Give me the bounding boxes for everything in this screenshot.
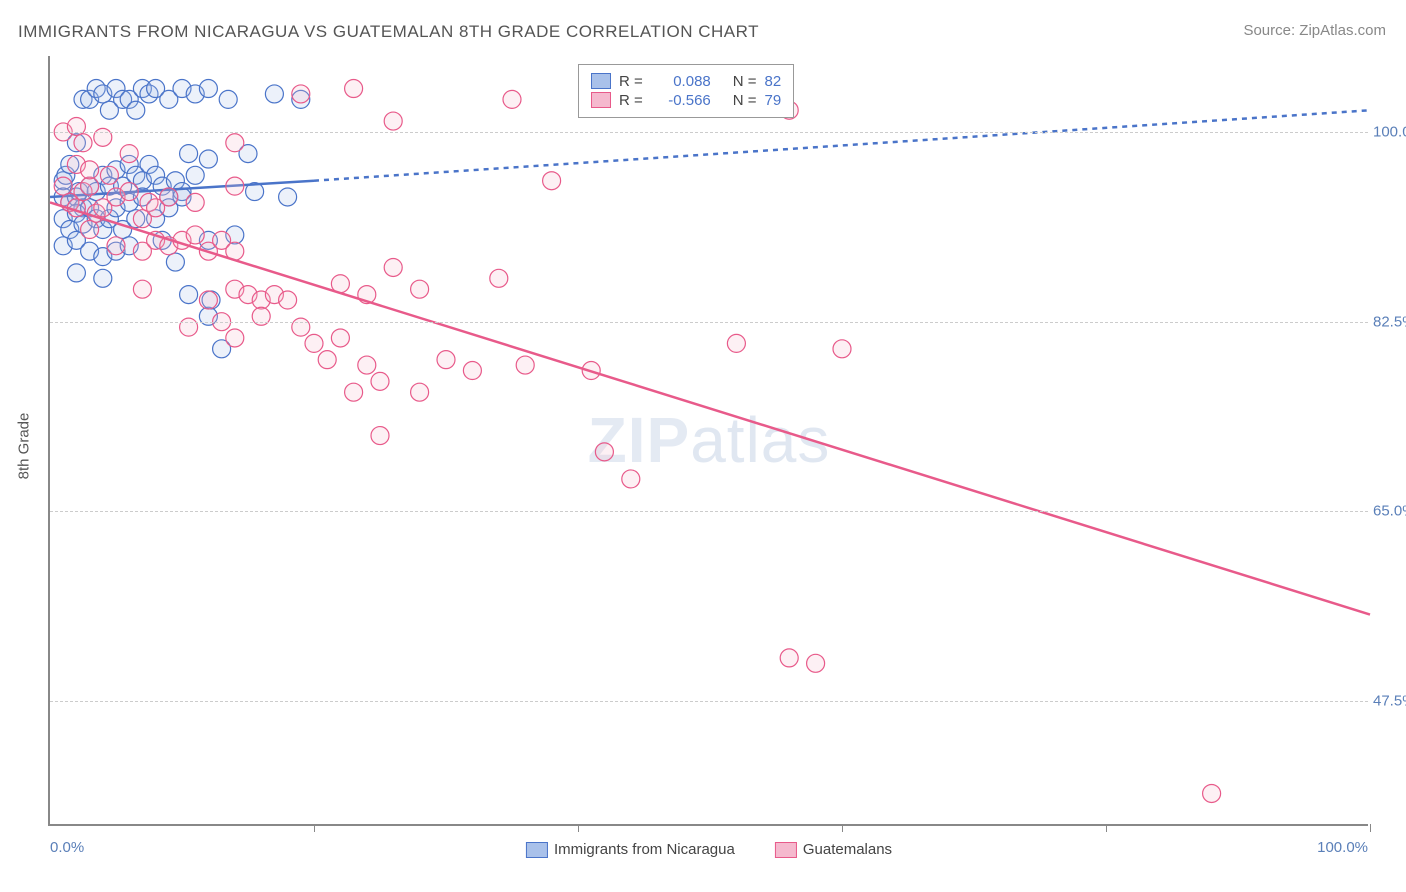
series-legend-item: Immigrants from Nicaragua: [526, 841, 735, 858]
data-point: [199, 291, 217, 309]
data-point: [199, 80, 217, 98]
data-point: [384, 112, 402, 130]
data-point: [265, 85, 283, 103]
data-point: [543, 172, 561, 190]
data-point: [437, 351, 455, 369]
data-point: [74, 134, 92, 152]
data-point: [186, 166, 204, 184]
legend-swatch: [775, 842, 797, 858]
data-point: [160, 188, 178, 206]
legend-swatch: [526, 842, 548, 858]
data-point: [81, 161, 99, 179]
data-point: [318, 351, 336, 369]
r-value: -0.566: [651, 92, 711, 109]
n-label: N =: [733, 92, 757, 109]
data-point: [279, 188, 297, 206]
data-point: [384, 258, 402, 276]
data-point: [503, 90, 521, 108]
data-point: [1203, 784, 1221, 802]
y-tick-label: 47.5%: [1373, 693, 1406, 710]
data-point: [305, 334, 323, 352]
data-point: [94, 269, 112, 287]
y-tick-label: 100.0%: [1373, 123, 1406, 140]
n-value: 82: [765, 73, 782, 90]
data-point: [54, 177, 72, 195]
data-point: [516, 356, 534, 374]
data-point: [490, 269, 508, 287]
data-point: [180, 145, 198, 163]
data-point: [199, 150, 217, 168]
data-point: [120, 145, 138, 163]
n-label: N =: [733, 73, 757, 90]
y-tick-label: 65.0%: [1373, 503, 1406, 520]
data-point: [292, 85, 310, 103]
data-point: [180, 286, 198, 304]
legend-swatch: [591, 73, 611, 89]
data-point: [107, 237, 125, 255]
data-point: [780, 649, 798, 667]
series-label: Immigrants from Nicaragua: [554, 841, 735, 858]
data-point: [81, 177, 99, 195]
y-axis-label: 8th Grade: [16, 413, 33, 480]
series-legend-item: Guatemalans: [775, 841, 892, 858]
plot-area: ZIPatlas R = 0.088 N = 82 R = -0.566 N =…: [48, 56, 1368, 826]
data-point: [411, 280, 429, 298]
series-legend: Immigrants from Nicaragua Guatemalans: [526, 841, 892, 858]
chart-title: IMMIGRANTS FROM NICARAGUA VS GUATEMALAN …: [18, 22, 759, 42]
data-point: [120, 183, 138, 201]
data-point: [226, 177, 244, 195]
data-point: [219, 90, 237, 108]
r-label: R =: [619, 73, 643, 90]
data-point: [807, 654, 825, 672]
data-point: [833, 340, 851, 358]
data-point: [371, 427, 389, 445]
data-point: [595, 443, 613, 461]
data-point: [279, 291, 297, 309]
r-label: R =: [619, 92, 643, 109]
data-point: [622, 470, 640, 488]
trend-line: [50, 202, 1370, 614]
chart-canvas: [50, 56, 1368, 824]
data-point: [226, 134, 244, 152]
data-point: [81, 221, 99, 239]
data-point: [186, 226, 204, 244]
data-point: [727, 334, 745, 352]
legend-row: R = 0.088 N = 82: [591, 73, 781, 90]
data-point: [186, 193, 204, 211]
series-label: Guatemalans: [803, 841, 892, 858]
data-point: [463, 362, 481, 380]
data-point: [100, 166, 118, 184]
data-point: [67, 264, 85, 282]
legend-row: R = -0.566 N = 79: [591, 92, 781, 109]
data-point: [166, 253, 184, 271]
data-point: [331, 329, 349, 347]
data-point: [133, 280, 151, 298]
n-value: 79: [765, 92, 782, 109]
data-point: [358, 356, 376, 374]
y-tick-label: 82.5%: [1373, 313, 1406, 330]
data-point: [226, 329, 244, 347]
data-point: [371, 372, 389, 390]
source-attribution: Source: ZipAtlas.com: [1243, 22, 1386, 39]
x-axis-min-label: 0.0%: [50, 839, 84, 856]
r-value: 0.088: [651, 73, 711, 90]
correlation-legend: R = 0.088 N = 82 R = -0.566 N = 79: [578, 64, 794, 118]
x-axis-max-label: 100.0%: [1317, 839, 1368, 856]
data-point: [345, 383, 363, 401]
data-point: [411, 383, 429, 401]
data-point: [127, 101, 145, 119]
trend-line-dashed: [314, 110, 1370, 180]
data-point: [345, 80, 363, 98]
legend-swatch: [591, 92, 611, 108]
